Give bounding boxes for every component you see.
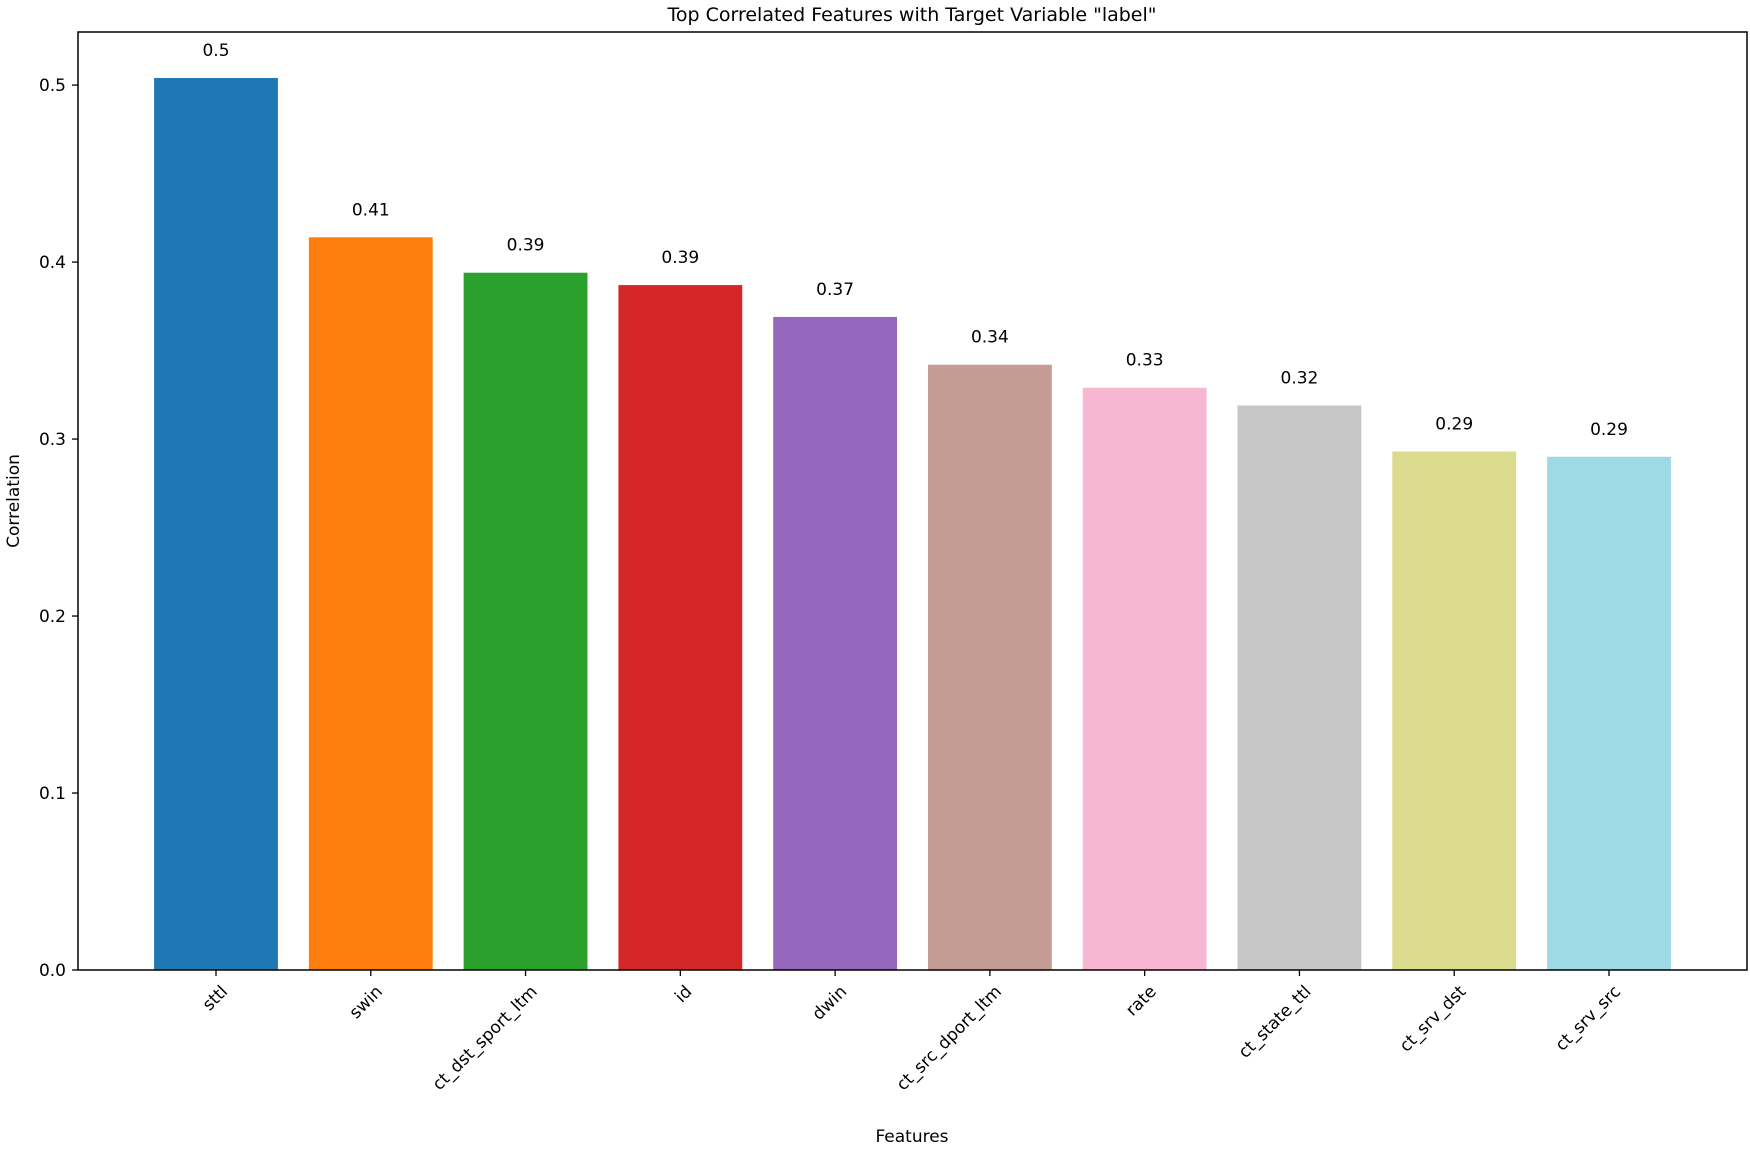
bar-ct_dst_sport_ltm (463, 272, 588, 970)
x-tick-label: rate (1122, 982, 1161, 1021)
bar-ct_srv_src (1547, 456, 1671, 970)
data-label: 0.41 (352, 200, 390, 220)
data-label: 0.29 (1590, 420, 1628, 440)
data-label: 0.5 (202, 41, 229, 61)
x-tick-label: ct_srv_src (1552, 982, 1625, 1055)
x-tick-label: ct_srv_dst (1396, 982, 1471, 1057)
plot-frame (77, 31, 1748, 971)
y-tick-label: 0.5 (39, 76, 66, 96)
data-label: 0.32 (1281, 368, 1319, 388)
data-label: 0.29 (1435, 414, 1473, 434)
x-tick-label: dwin (809, 982, 852, 1025)
y-tick-label: 0.0 (39, 961, 66, 981)
x-axis-label: Features (875, 1127, 948, 1147)
x-tick-label: ct_dst_sport_ltm (429, 982, 542, 1095)
bar-id (618, 285, 743, 970)
chart-title: Top Correlated Features with Target Vari… (666, 4, 1156, 26)
bar-ct_src_dport_ltm (927, 364, 1052, 971)
x-tick-label: swin (346, 982, 387, 1023)
data-label: 0.37 (816, 280, 854, 300)
data-label: 0.33 (1126, 351, 1164, 371)
bar-ct_state_ttl (1237, 405, 1362, 970)
bar-rate (1082, 387, 1207, 971)
y-tick-label: 0.2 (39, 607, 66, 627)
x-tick-label: sttl (199, 982, 232, 1015)
data-label: 0.39 (661, 248, 699, 268)
data-label: 0.34 (971, 328, 1009, 348)
y-tick-label: 0.1 (39, 784, 66, 804)
data-label: 0.39 (507, 236, 545, 256)
x-tick-label: ct_state_ttl (1235, 982, 1316, 1063)
bar-sttl (154, 78, 278, 971)
bar-dwin (773, 316, 898, 970)
bar-swin (308, 237, 433, 971)
y-tick-label: 0.4 (39, 253, 66, 273)
y-tick-label: 0.3 (39, 430, 66, 450)
x-tick-label: id (671, 982, 696, 1007)
x-tick-label: ct_src_dport_ltm (893, 982, 1006, 1095)
bar-ct_srv_dst (1392, 451, 1517, 970)
y-axis-label: Correlation (4, 454, 24, 548)
